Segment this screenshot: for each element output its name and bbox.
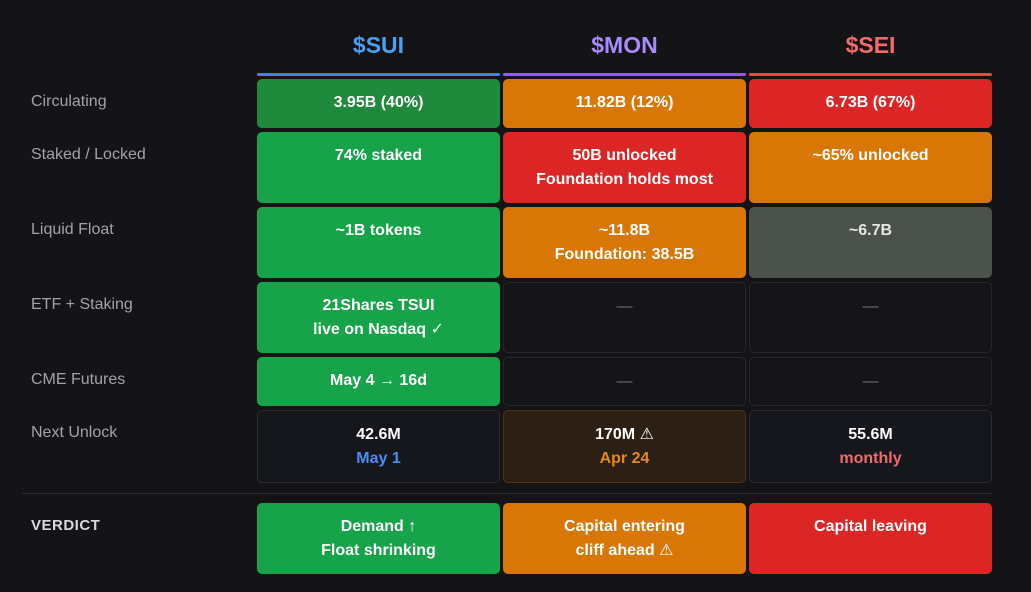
unlock-date: May 1 [356,450,401,467]
header-sei-underline [749,73,992,76]
cell-float-sei: ~6.7B [749,207,992,278]
cell-float-sui: ~1B tokens [257,207,500,278]
cell-verdict-sei: Capital leaving [749,503,992,574]
cell-circulating-mon: 11.82B (12%) [503,79,746,128]
cell-circulating-sui: 3.95B (40%) [257,79,500,128]
cell-staked-mon: 50B unlocked Foundation holds most [503,132,746,203]
cell-float-mon: ~11.8B Foundation: 38.5B [503,207,746,278]
unlock-date: Apr 24 [599,450,650,467]
cell-cme-mon: — [503,357,746,406]
section-divider [22,493,992,494]
header-sui: $SUI [352,32,405,58]
cell-etf-mon: — [503,282,746,353]
cell-verdict-mon: Capital entering cliff ahead ⚠ [503,503,746,574]
cell-staked-sei: ~65% unlocked [749,132,992,203]
unlock-date: monthly [839,450,902,467]
row-label-cme: CME Futures [31,371,126,388]
cell-circulating-sei: 6.73B (67%) [749,79,992,128]
unlock-amount: 170M ⚠ [595,426,654,443]
cell-unlock-sui: 42.6M May 1 [257,410,500,483]
row-label-staked: Staked / Locked [31,146,146,163]
cell-cme-sei: — [749,357,992,406]
unlock-amount: 55.6M [848,426,893,443]
header-mon-underline [503,73,746,76]
row-label-float: Liquid Float [31,221,114,238]
row-label-unlock: Next Unlock [31,424,118,441]
header-mon: $MON [591,32,658,58]
cell-unlock-mon: 170M ⚠ Apr 24 [503,410,746,483]
row-label-circulating: Circulating [31,93,107,110]
unlock-amount: 42.6M [356,426,401,443]
header-sui-underline [257,73,500,76]
row-label-etf: ETF + Staking [31,296,133,313]
cell-staked-sui: 74% staked [257,132,500,203]
row-label-verdict: VERDICT [31,517,101,534]
cell-etf-sui: 21Shares TSUI live on Nasdaq ✓ [257,282,500,353]
cell-etf-sei: — [749,282,992,353]
cell-cme-sui: May 4 → 16d [257,357,500,406]
cell-verdict-sui: Demand ↑ Float shrinking [257,503,500,574]
header-sei: $SEI [845,32,896,58]
cell-unlock-sei: 55.6M monthly [749,410,992,483]
